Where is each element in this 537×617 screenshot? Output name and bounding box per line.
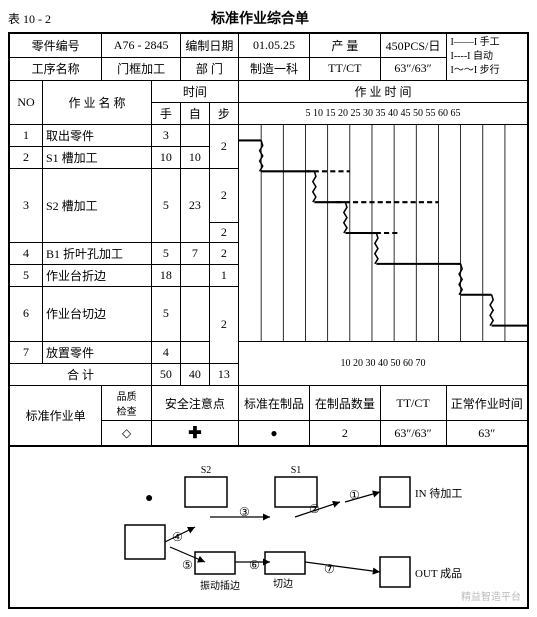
dept: 制造一科 <box>238 57 309 80</box>
main-table: 零件编号 A76 - 2845 编制日期 01.05.25 产 量 450PCS… <box>8 32 529 447</box>
legend: I——I 手工 I----I 自动 I～～I 步行 <box>446 33 528 81</box>
dept-label: 部 门 <box>180 57 238 80</box>
part-no-label: 零件编号 <box>9 33 102 57</box>
watermark: 精益智造平台 <box>461 588 521 603</box>
svg-text:①: ① <box>349 488 360 502</box>
col-step: 步 <box>209 103 238 125</box>
output-label: 产 量 <box>310 33 380 57</box>
svg-text:⑤: ⑤ <box>182 558 193 572</box>
table-row: 1 取出零件 3 2 <box>9 125 528 147</box>
svg-text:③: ③ <box>239 505 250 519</box>
summary-ttct-label: TT/CT <box>380 386 446 421</box>
legend-auto: I----I 自动 <box>451 50 524 64</box>
ttct-label: TT/CT <box>310 57 380 80</box>
wip-qty: 2 <box>310 421 380 447</box>
svg-text:切边: 切边 <box>273 578 293 590</box>
col-name: 作 业 名 称 <box>43 81 152 125</box>
quality-symbol: ◇ <box>102 421 152 447</box>
svg-text:④: ④ <box>172 530 183 544</box>
process: 门框加工 <box>102 57 181 80</box>
summary-ttct: 63″/63″ <box>380 421 446 447</box>
svg-text:●: ● <box>145 491 153 506</box>
safety-label: 安全注意点 <box>151 386 238 421</box>
legend-walk: I～～I 步行 <box>451 64 524 78</box>
table-number: 表 10 - 2 <box>8 10 51 27</box>
ttct: 63″/63″ <box>380 57 446 80</box>
svg-text:⑦: ⑦ <box>324 562 335 576</box>
legend-manual: I——I 手工 <box>451 36 524 50</box>
svg-text:OUT 成品: OUT 成品 <box>415 567 462 580</box>
page-title: 标准作业综合单 <box>51 8 469 28</box>
axis-top: 5 10 15 20 25 30 35 40 45 50 55 60 65 <box>238 103 528 125</box>
safety-symbol: ✚ <box>151 421 238 447</box>
svg-text:S1: S1 <box>291 465 302 476</box>
wip-symbol: ● <box>238 421 309 447</box>
date: 01.05.25 <box>238 33 309 57</box>
quality-label: 品质 检查 <box>102 386 152 421</box>
col-self: 自 <box>180 103 209 125</box>
svg-text:②: ② <box>309 502 320 516</box>
col-no: NO <box>9 81 43 125</box>
sop-label: 标准作业单 <box>9 386 102 447</box>
output: 450PCS/日 <box>380 33 446 57</box>
layout-diagram: ●✚◇S2✚S1IN 待加工OUT 成品✚●振动插边◇切边①②③④⑤⑥⑦ 精益智… <box>8 447 529 609</box>
table-row: 7 放置零件 4 10 20 30 40 50 60 70 <box>9 342 528 364</box>
svg-text:⑥: ⑥ <box>249 558 260 572</box>
svg-text:S2: S2 <box>201 465 212 476</box>
gantt-chart <box>238 125 528 342</box>
svg-text:IN 待加工: IN 待加工 <box>415 486 462 500</box>
process-label: 工序名称 <box>9 57 102 80</box>
date-label: 编制日期 <box>180 33 238 57</box>
part-no: A76 - 2845 <box>102 33 181 57</box>
col-time: 时间 <box>151 81 238 103</box>
svg-text:振动插边: 振动插边 <box>200 579 240 592</box>
col-worktime: 作 业 时 间 <box>238 81 528 103</box>
axis-bottom: 10 20 30 40 50 60 70 <box>238 342 528 386</box>
normal-time: 63″ <box>446 421 528 447</box>
normal-label: 正常作业时间 <box>446 386 528 421</box>
col-hand: 手 <box>151 103 180 125</box>
wip-label: 标准在制品 <box>238 386 309 421</box>
wip-qty-label: 在制品数量 <box>310 386 380 421</box>
